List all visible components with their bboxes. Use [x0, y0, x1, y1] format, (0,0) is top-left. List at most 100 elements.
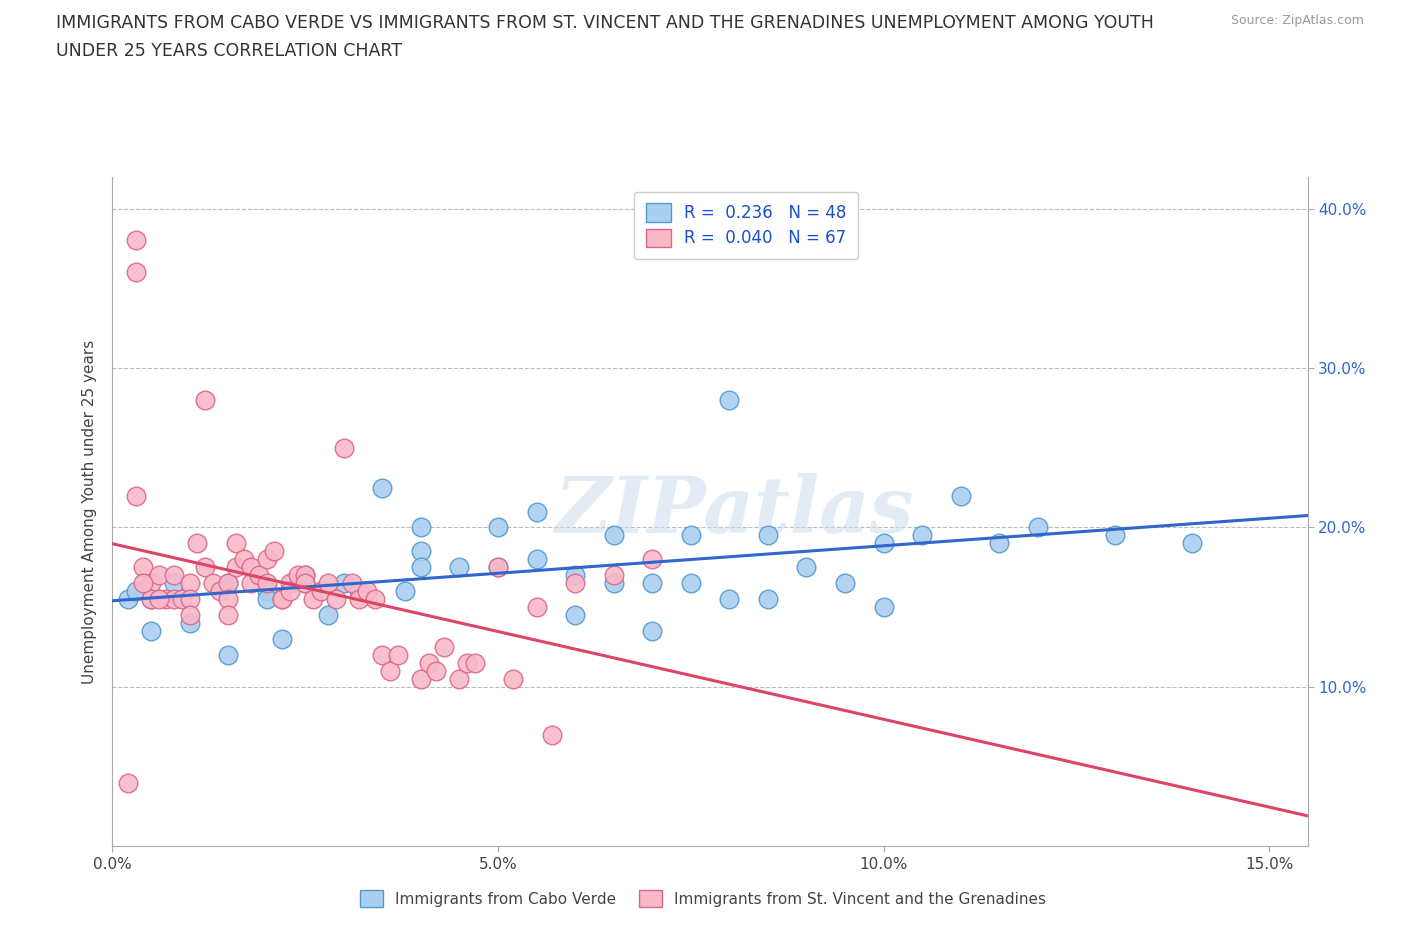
Point	[139, 591, 162, 606]
Point	[433, 640, 456, 655]
Point	[756, 528, 779, 543]
Legend: Immigrants from Cabo Verde, Immigrants from St. Vincent and the Grenadines: Immigrants from Cabo Verde, Immigrants f…	[354, 884, 1052, 913]
Point	[225, 536, 247, 551]
Point	[502, 671, 524, 686]
Point	[225, 560, 247, 575]
Point	[911, 528, 934, 543]
Point	[294, 576, 316, 591]
Point	[449, 671, 471, 686]
Point	[117, 591, 139, 606]
Point	[256, 591, 278, 606]
Point	[418, 656, 440, 671]
Text: Source: ZipAtlas.com: Source: ZipAtlas.com	[1230, 14, 1364, 27]
Point	[271, 631, 294, 646]
Point	[294, 576, 316, 591]
Point	[679, 528, 702, 543]
Point	[347, 591, 370, 606]
Point	[271, 591, 294, 606]
Point	[163, 568, 186, 583]
Point	[387, 647, 409, 662]
Point	[325, 591, 347, 606]
Point	[179, 576, 201, 591]
Point	[132, 560, 155, 575]
Point	[347, 584, 370, 599]
Point	[124, 265, 146, 280]
Point	[486, 560, 509, 575]
Point	[294, 568, 316, 583]
Point	[318, 576, 340, 591]
Point	[1104, 528, 1126, 543]
Point	[486, 560, 509, 575]
Point	[155, 591, 177, 606]
Point	[363, 591, 385, 606]
Point	[278, 584, 301, 599]
Point	[333, 440, 356, 455]
Point	[333, 576, 356, 591]
Point	[186, 536, 208, 551]
Point	[217, 647, 239, 662]
Point	[256, 584, 278, 599]
Point	[302, 591, 325, 606]
Point	[217, 607, 239, 622]
Point	[641, 576, 664, 591]
Point	[240, 576, 263, 591]
Point	[170, 591, 193, 606]
Point	[271, 591, 294, 606]
Point	[679, 576, 702, 591]
Point	[409, 544, 432, 559]
Point	[179, 607, 201, 622]
Point	[602, 576, 624, 591]
Point	[988, 536, 1011, 551]
Point	[394, 584, 416, 599]
Point	[1181, 536, 1204, 551]
Point	[526, 600, 548, 615]
Point	[602, 528, 624, 543]
Point	[449, 560, 471, 575]
Point	[425, 663, 447, 678]
Point	[117, 775, 139, 790]
Point	[464, 656, 486, 671]
Point	[564, 576, 586, 591]
Point	[834, 576, 856, 591]
Point	[371, 480, 394, 495]
Point	[309, 584, 332, 599]
Point	[194, 392, 217, 407]
Text: ZIPatlas: ZIPatlas	[554, 473, 914, 550]
Point	[409, 671, 432, 686]
Point	[278, 576, 301, 591]
Point	[526, 551, 548, 566]
Point	[179, 616, 201, 631]
Point	[641, 624, 664, 639]
Point	[371, 647, 394, 662]
Point	[872, 600, 894, 615]
Point	[194, 560, 217, 575]
Point	[217, 591, 239, 606]
Point	[139, 576, 162, 591]
Point	[602, 568, 624, 583]
Y-axis label: Unemployment Among Youth under 25 years: Unemployment Among Youth under 25 years	[82, 339, 97, 684]
Point	[1026, 520, 1049, 535]
Point	[486, 520, 509, 535]
Point	[139, 591, 162, 606]
Point	[294, 568, 316, 583]
Point	[564, 568, 586, 583]
Point	[409, 560, 432, 575]
Text: IMMIGRANTS FROM CABO VERDE VS IMMIGRANTS FROM ST. VINCENT AND THE GRENADINES UNE: IMMIGRANTS FROM CABO VERDE VS IMMIGRANTS…	[56, 14, 1154, 32]
Point	[148, 591, 170, 606]
Point	[756, 591, 779, 606]
Point	[256, 551, 278, 566]
Point	[378, 663, 401, 678]
Point	[179, 591, 201, 606]
Point	[526, 504, 548, 519]
Point	[541, 727, 564, 742]
Point	[232, 551, 254, 566]
Point	[796, 560, 818, 575]
Legend: R =  0.236   N = 48, R =  0.040   N = 67: R = 0.236 N = 48, R = 0.040 N = 67	[634, 192, 858, 259]
Point	[949, 488, 972, 503]
Text: UNDER 25 YEARS CORRELATION CHART: UNDER 25 YEARS CORRELATION CHART	[56, 42, 402, 60]
Point	[256, 576, 278, 591]
Point	[641, 551, 664, 566]
Point	[564, 607, 586, 622]
Point	[409, 520, 432, 535]
Point	[124, 488, 146, 503]
